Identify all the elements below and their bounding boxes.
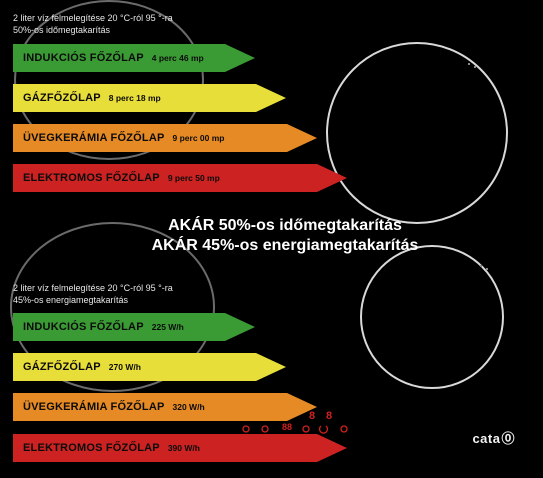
bar-label: GÁZFŐZŐLAP bbox=[23, 361, 101, 373]
cooking-zone-bottom-right bbox=[360, 245, 504, 389]
bar-value: 9 perc 00 mp bbox=[172, 133, 225, 143]
bar-value: 320 W/h bbox=[172, 402, 205, 412]
control-display-c: 88 bbox=[282, 422, 293, 432]
bar-value: 225 W/h bbox=[151, 322, 184, 332]
cooking-zone-bottom-left bbox=[10, 222, 215, 392]
zone-marker bbox=[474, 66, 476, 68]
headline-time: AKÁR 50%-os időmegtakarítás bbox=[168, 217, 402, 234]
bar-label: ÜVEGKERÁMIA FŐZŐLAP bbox=[23, 401, 165, 413]
zone-marker bbox=[480, 265, 482, 267]
bar-top-gas: GÁZFŐZŐLAP 8 perc 18 mp bbox=[13, 84, 286, 112]
control-display-a: 8 bbox=[309, 410, 316, 422]
bar-top-electric: ELEKTROMOS FŐZŐLAP 9 perc 50 mp bbox=[13, 164, 347, 192]
bar-bottom-ceramic: ÜVEGKERÁMIA FŐZŐLAP 320 W/h bbox=[13, 393, 317, 421]
bar-bottom-gas: GÁZFŐZŐLAP 270 W/h bbox=[13, 353, 286, 381]
bar-label: GÁZFŐZŐLAP bbox=[23, 92, 101, 104]
bar-top-induction: INDUKCIÓS FŐZŐLAP 4 perc 46 mp bbox=[13, 44, 255, 72]
cooking-zone-top-right bbox=[326, 42, 508, 224]
cooking-zone-top-left bbox=[14, 0, 204, 160]
top-header-line2: 50%-os időmegtakarítás bbox=[13, 25, 111, 35]
zone-marker bbox=[486, 268, 488, 270]
bar-label: ÜVEGKERÁMIA FŐZŐLAP bbox=[23, 132, 165, 144]
bottom-section-header: 2 liter víz felmelegítése 20 °C-ról 95 °… bbox=[13, 282, 173, 306]
bar-value: 9 perc 50 mp bbox=[167, 173, 220, 183]
top-header-line1: 2 liter víz felmelegítése 20 °C-ról 95 °… bbox=[13, 13, 173, 23]
timer-icon[interactable] bbox=[318, 425, 329, 434]
bottom-header-line2: 45%-os energiamegtakarítás bbox=[13, 295, 129, 305]
power-icon[interactable] bbox=[242, 425, 250, 433]
bar-value: 390 W/h bbox=[167, 443, 200, 453]
bar-bottom-induction: INDUKCIÓS FŐZŐLAP 225 W/h bbox=[13, 313, 255, 341]
bar-top-ceramic: ÜVEGKERÁMIA FŐZŐLAP 9 perc 00 mp bbox=[13, 124, 317, 152]
control-display-b: 8 bbox=[326, 410, 333, 422]
bottom-header-line1: 2 liter víz felmelegítése 20 °C-ról 95 °… bbox=[13, 283, 173, 293]
bar-bottom-electric: ELEKTROMOS FŐZŐLAP 390 W/h bbox=[13, 434, 347, 462]
bar-value: 270 W/h bbox=[108, 362, 141, 372]
bar-label: ELEKTROMOS FŐZŐLAP bbox=[23, 442, 160, 454]
bar-label: INDUKCIÓS FŐZŐLAP bbox=[23, 52, 144, 64]
bar-value: 8 perc 18 mp bbox=[108, 93, 161, 103]
bar-label: ELEKTROMOS FŐZŐLAP bbox=[23, 172, 160, 184]
touch-controls bbox=[242, 425, 348, 434]
headline-energy: AKÁR 45%-os energiamegtakarítás bbox=[151, 237, 419, 254]
lock-icon[interactable] bbox=[340, 425, 348, 433]
top-section-header: 2 liter víz felmelegítése 20 °C-ról 95 °… bbox=[13, 12, 173, 36]
brand-logo: cata🄋 bbox=[472, 428, 515, 447]
bar-label: INDUKCIÓS FŐZŐLAP bbox=[23, 321, 144, 333]
zone-marker bbox=[468, 63, 470, 65]
minus-icon[interactable] bbox=[261, 425, 269, 433]
bar-value: 4 perc 46 mp bbox=[151, 53, 204, 63]
logo-c-icon: 🄋 bbox=[501, 431, 515, 446]
plus-icon[interactable] bbox=[302, 425, 310, 433]
